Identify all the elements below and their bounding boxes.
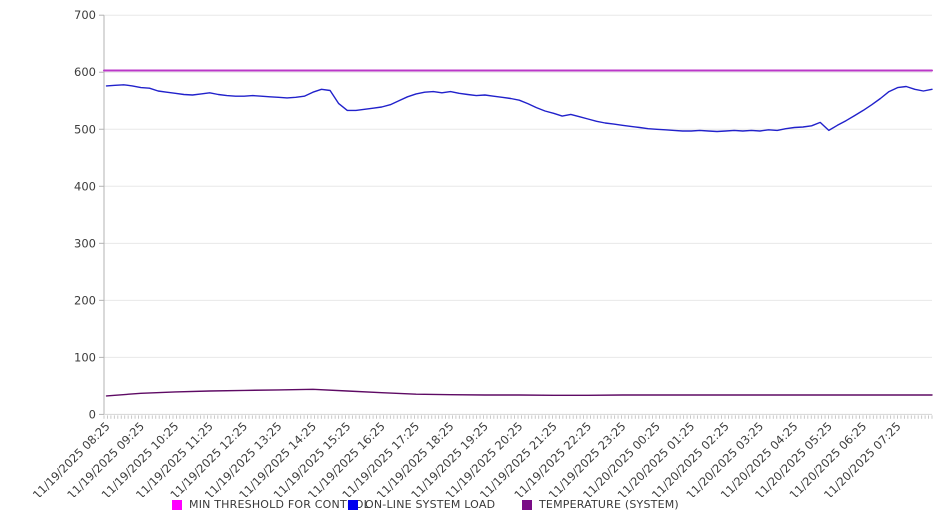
legend-item-system-load[interactable]: ON-LINE SYSTEM LOAD <box>348 498 495 511</box>
legend-swatch-min-threshold <box>172 499 182 510</box>
legend-item-temperature[interactable]: TEMPERATURE (SYSTEM) <box>522 498 679 511</box>
legend-item-min-threshold[interactable]: MIN THRESHOLD FOR CONTROL <box>172 498 370 511</box>
chart-legend: MIN THRESHOLD FOR CONTROL ON-LINE SYSTEM… <box>0 498 946 518</box>
y-tick-label: 700 <box>74 8 96 22</box>
y-tick-label: 200 <box>74 293 96 307</box>
y-tick-label: 300 <box>74 236 96 250</box>
y-tick-label: 600 <box>74 65 96 79</box>
legend-label-temperature: TEMPERATURE (SYSTEM) <box>539 498 679 511</box>
legend-swatch-temperature <box>522 499 532 510</box>
y-tick-label: 500 <box>74 122 96 136</box>
legend-label-system-load: ON-LINE SYSTEM LOAD <box>365 498 496 511</box>
legend-swatch-system-load <box>348 499 358 510</box>
series-line <box>105 388 933 397</box>
series-line <box>105 84 933 133</box>
y-tick-label: 400 <box>74 179 96 193</box>
y-tick-label: 100 <box>74 350 96 364</box>
y-tick-label: 0 <box>89 407 96 421</box>
legend-label-min-threshold: MIN THRESHOLD FOR CONTROL <box>189 498 370 511</box>
